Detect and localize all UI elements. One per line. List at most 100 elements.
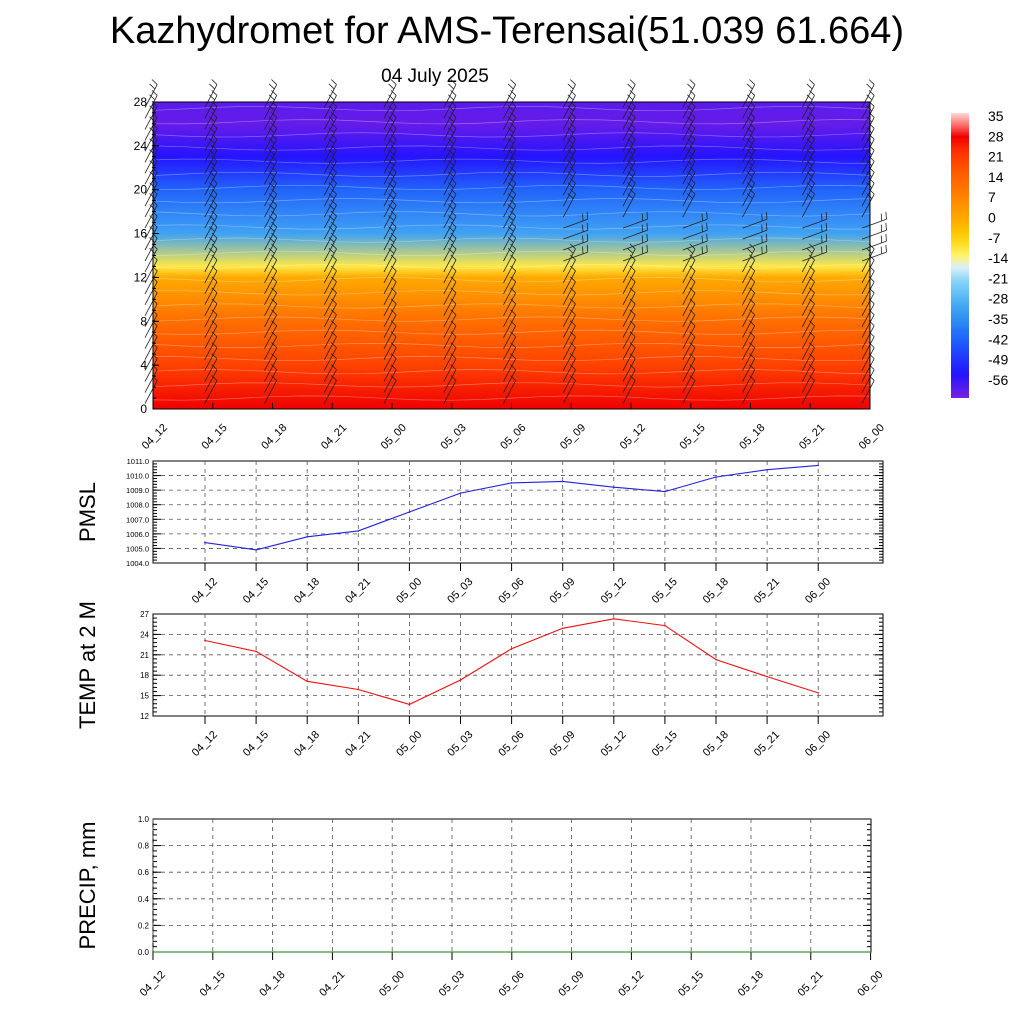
barb-shaft <box>562 106 576 130</box>
wind-barb <box>323 177 337 207</box>
wind-barb <box>204 112 218 141</box>
barb-shaft <box>622 139 636 163</box>
barb-shaft <box>742 303 756 327</box>
barb-shaft <box>323 347 337 371</box>
barb-shaft <box>144 95 158 119</box>
barb-flag <box>211 254 218 261</box>
barb-shaft <box>742 314 756 338</box>
wind-barb <box>323 265 337 295</box>
barb-shaft <box>144 292 158 316</box>
barb-shaft <box>742 150 756 174</box>
barb-flag <box>268 138 275 145</box>
wind-barb <box>323 79 337 108</box>
wind-barb <box>742 177 756 207</box>
wind-barb <box>383 353 397 382</box>
barb-flag <box>629 309 636 316</box>
barb-shaft <box>622 117 636 141</box>
barb-shaft <box>801 369 815 393</box>
wind-barb <box>801 298 815 327</box>
barb-flag <box>448 182 454 188</box>
barb-flag <box>448 215 454 221</box>
barb-flag <box>507 193 514 199</box>
barb-shaft <box>144 358 158 382</box>
wind-barb <box>562 79 576 108</box>
barb-flag <box>746 105 753 112</box>
barb-shaft <box>801 303 815 327</box>
barb-shaft <box>503 281 517 305</box>
wind-barb <box>204 342 218 371</box>
barb-flag <box>510 134 516 140</box>
barb-shaft <box>682 117 696 141</box>
wind-barb <box>204 145 218 174</box>
x-tick-label: 05_03 <box>437 969 467 999</box>
barb-flag <box>629 177 636 184</box>
barb-shaft <box>562 358 576 382</box>
data-point <box>459 492 462 494</box>
barb-flag <box>328 149 335 156</box>
wind-barb <box>443 375 457 404</box>
y-tick-label: 0.6 <box>138 868 150 877</box>
barb-flag <box>209 138 215 145</box>
barb-flag <box>808 265 815 272</box>
barb-flag <box>569 342 576 348</box>
barb-flag <box>328 127 335 134</box>
barb-flag <box>209 127 215 134</box>
barb-flag <box>390 166 397 173</box>
barb-flag <box>149 215 156 221</box>
barb-flag <box>569 90 576 96</box>
barb-flag <box>629 342 636 348</box>
barb-flag <box>701 213 703 221</box>
barb-shaft <box>204 358 218 382</box>
data-point <box>810 951 812 953</box>
wind-barb <box>383 287 397 316</box>
barb-shaft <box>742 380 756 404</box>
barb-flag <box>586 244 589 253</box>
barb-flag <box>450 90 457 96</box>
barb-shaft <box>443 380 457 404</box>
wind-barb <box>801 145 815 174</box>
data-point <box>750 951 752 953</box>
wind-barb <box>323 364 337 393</box>
colorbar-label: -14 <box>988 250 1008 266</box>
barb-shaft <box>562 128 576 152</box>
data-point <box>306 680 309 683</box>
barb-flag <box>706 211 708 220</box>
wind-barb <box>383 254 397 284</box>
barb-shaft <box>144 226 158 251</box>
barb-flag <box>701 224 703 232</box>
wind-barb <box>144 90 158 119</box>
contour-line <box>152 145 871 151</box>
wind-barb <box>204 331 218 360</box>
barb-flag <box>825 211 828 220</box>
barb-flag <box>569 123 576 129</box>
wind-barb <box>562 166 576 196</box>
wind-barb <box>383 375 397 404</box>
barb-shaft <box>562 303 576 327</box>
barb-flag <box>806 116 813 123</box>
wind-barb <box>682 90 696 119</box>
barb-flag <box>821 246 823 254</box>
barb-shaft <box>562 117 576 141</box>
wind-barb <box>323 298 337 327</box>
wind-barb <box>323 145 337 174</box>
barb-flag <box>808 123 815 129</box>
y-tick-label: 0.8 <box>138 842 150 851</box>
wind-barb <box>682 353 696 382</box>
barb-flag <box>689 90 696 96</box>
wind-barb <box>264 112 278 141</box>
barb-shaft <box>204 292 218 316</box>
barb-flag <box>510 287 516 294</box>
barb-shaft <box>204 347 218 371</box>
barb-flag <box>866 116 873 123</box>
barb-flag <box>390 188 397 195</box>
barb-shaft <box>682 336 696 360</box>
colorbar-strip <box>951 113 969 398</box>
wind-barb <box>264 375 278 404</box>
barb-flag <box>388 160 395 166</box>
barb-flag <box>149 226 156 232</box>
barb-flag <box>706 244 708 253</box>
barb-shaft <box>204 325 218 349</box>
wind-barb <box>622 309 636 338</box>
wind-barb <box>562 320 576 349</box>
barb-flag <box>149 237 156 243</box>
